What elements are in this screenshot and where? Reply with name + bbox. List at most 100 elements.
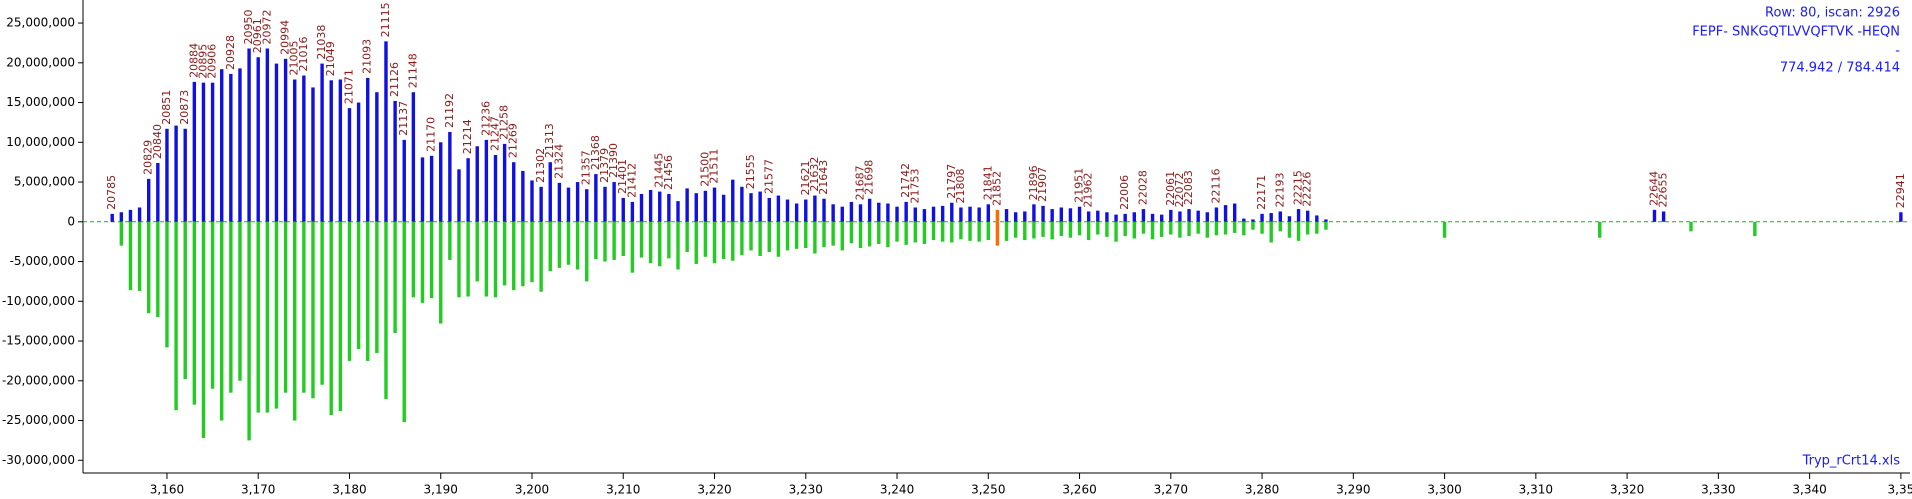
bar [156,162,160,222]
bar [1232,203,1237,222]
bar [585,221,589,282]
bar [594,221,598,260]
bar [293,79,297,222]
bar [940,221,945,242]
bar [128,209,133,222]
bar [320,63,324,222]
peak-label: 21302 [534,148,547,183]
peak-label: 21357 [580,150,593,185]
peak-label: 22061 [1164,171,1177,206]
bar [229,221,233,393]
mass-text: 774.942 / 784.414 [1780,61,1900,76]
bar [484,221,489,297]
peak-label: 20895 [196,44,209,79]
y-tick-label: -20,000,000 [2,373,75,387]
bar [676,221,680,270]
peak-label: 21269 [507,123,520,158]
bar [1689,221,1693,232]
peak-label: 20906 [206,44,219,79]
bar [238,68,242,222]
bar [411,221,416,298]
bar [1086,211,1091,222]
bar [402,221,406,423]
x-tick-label: 3,35 [1888,483,1912,497]
bar [283,58,288,222]
bar [265,221,270,413]
bar [758,221,762,256]
bar [794,221,799,249]
y-tick-label: -10,000,000 [2,294,75,308]
peak-label: 20785 [105,175,118,210]
bar [904,201,908,222]
bar [183,221,187,380]
peak-label: 21214 [461,119,474,154]
bar [1086,221,1091,241]
bar [694,221,698,264]
bar [201,221,206,439]
bar [1315,215,1319,222]
bar [940,205,945,222]
bar [776,195,781,222]
peak-label: 21907 [1036,167,1049,202]
bar [1442,221,1447,238]
bar [968,206,972,222]
bar [1278,211,1283,222]
x-tick-label: 3,240 [880,483,914,497]
peak-label: 22193 [1273,172,1286,207]
peak-label: 20851 [160,90,173,125]
peak-label: 20928 [224,35,237,70]
x-tick-label: 3,300 [1427,483,1461,497]
bar [1023,211,1027,222]
bar [1132,212,1137,222]
bar [612,221,616,260]
peak-label: 20961 [251,18,264,53]
bar [356,221,361,349]
peak-label: 21390 [607,143,620,178]
file-name: Tryp_rCrt14.xls [1802,454,1901,469]
bar [1004,221,1009,241]
bar [1305,221,1310,235]
bar [1123,221,1127,237]
bar [813,221,817,254]
peak-label: 21445 [653,153,666,188]
bar [721,194,726,222]
bar [466,221,470,297]
bar [1178,211,1182,222]
peak-label: 21511 [708,149,721,184]
bar [1232,221,1237,233]
bar [475,221,479,282]
peak-label: 21005 [288,40,301,75]
y-tick-label: 0 [67,214,75,228]
bar [867,221,872,247]
bar [375,92,379,222]
peak-label: 21698 [863,160,876,195]
bar [1324,219,1328,222]
peak-label: 22215 [1292,170,1305,205]
bar [521,221,525,287]
peak-label: 21808 [954,168,967,203]
bar [1242,221,1246,236]
peak-label: 21192 [443,93,456,128]
bar [858,204,863,222]
bar [1105,221,1109,237]
bar [1050,209,1054,222]
separator-text: - [1895,44,1900,59]
peak-label: 21093 [361,39,374,74]
bar [740,221,744,256]
y-tick-label: -30,000,000 [2,453,75,467]
bar [904,221,908,245]
bar [1242,218,1246,222]
bar [1105,212,1109,222]
bar [1059,207,1063,222]
bar [1032,221,1036,239]
peak-label: 20840 [151,124,164,159]
bar [566,221,571,265]
bar [886,221,890,248]
peak-label: 21236 [479,101,492,136]
bar [676,201,680,222]
bar [913,221,917,243]
bar [1123,213,1127,222]
peak-label: 21324 [552,144,565,179]
bar [822,221,826,248]
